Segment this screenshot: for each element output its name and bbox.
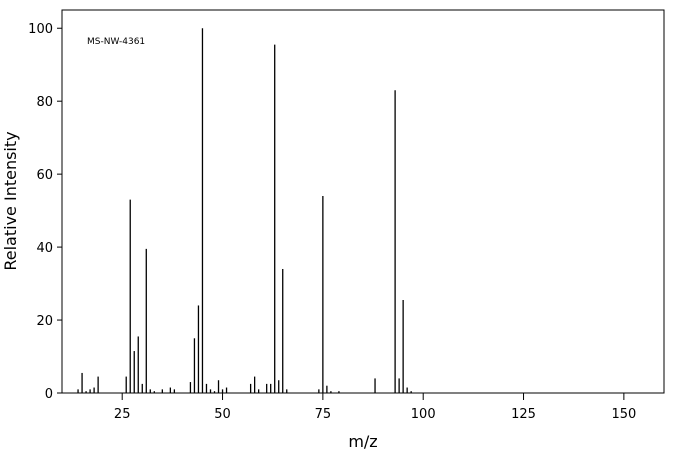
x-tick-label: 125 [511, 407, 536, 422]
y-tick-label: 80 [36, 95, 53, 110]
y-tick-label: 40 [36, 241, 53, 256]
y-axis-label: Relative Intensity [1, 131, 20, 270]
y-tick-label: 20 [36, 314, 53, 329]
x-tick-label: 50 [214, 407, 231, 422]
x-tick-label: 25 [114, 407, 131, 422]
x-tick-label: 100 [411, 407, 436, 422]
y-tick-label: 60 [36, 168, 53, 183]
x-axis-label: m/z [348, 432, 377, 451]
y-tick-label: 0 [45, 387, 53, 402]
plot-frame [61, 9, 665, 394]
x-tick-label: 75 [315, 407, 332, 422]
y-tick-label: 100 [28, 22, 53, 37]
annotation: MS-NW-4361 [87, 37, 145, 47]
x-tick-label: 150 [611, 407, 636, 422]
